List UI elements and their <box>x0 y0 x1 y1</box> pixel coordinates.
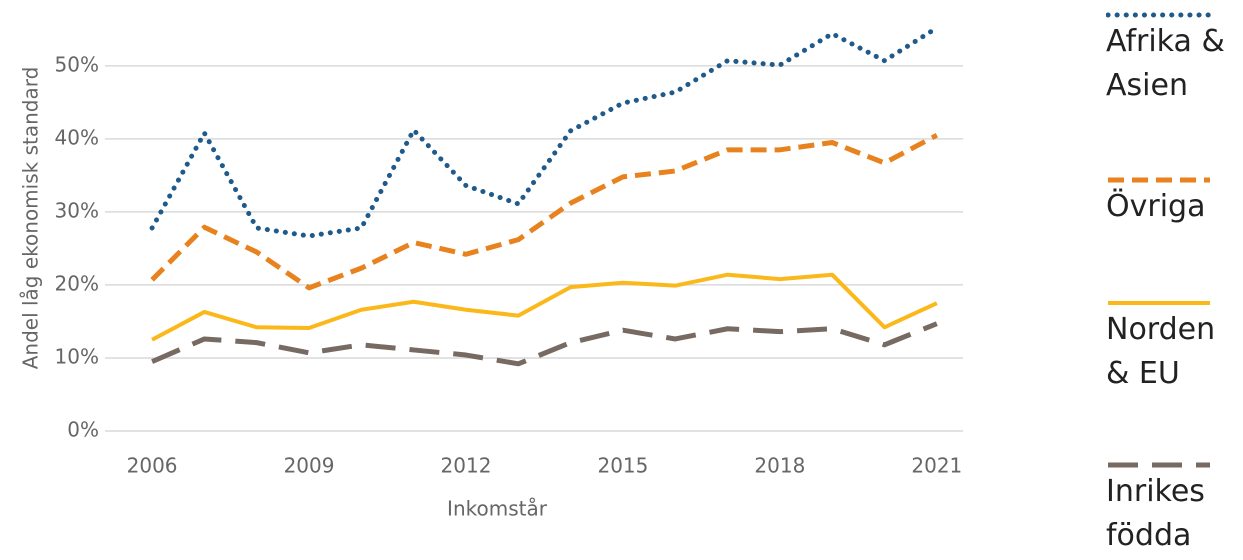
y-tick-label: 50% <box>55 52 99 76</box>
x-tick-label: 2021 <box>911 454 962 478</box>
legend-swatch <box>1108 177 1210 183</box>
y-axis-label: Andel låg ekonomisk standard <box>19 67 43 370</box>
legend-swatch <box>1106 12 1213 18</box>
series-line <box>151 272 938 342</box>
y-tick-label: 10% <box>55 344 99 368</box>
y-tick-label: 0% <box>67 418 99 442</box>
y-tick-label: 40% <box>55 125 99 149</box>
legend-item: Norden & EU <box>1106 298 1241 396</box>
x-axis-label: Inkomstår <box>447 497 548 521</box>
series-line <box>150 132 939 291</box>
legend-label: Inrikes födda <box>1106 474 1205 553</box>
legend-swatch <box>1108 462 1210 468</box>
series-line <box>151 321 938 367</box>
series-line <box>149 25 940 239</box>
y-tick-label: 30% <box>55 198 99 222</box>
x-tick-label: 2006 <box>127 454 178 478</box>
x-tick-label: 2015 <box>597 454 648 478</box>
legend-label: Övriga <box>1106 189 1206 224</box>
y-tick-label: 20% <box>55 271 99 295</box>
legend-label: Afrika & Asien <box>1106 24 1225 103</box>
legend-item: Afrika & Asien <box>1106 10 1241 108</box>
legend-item: Övriga <box>1106 175 1241 229</box>
x-tick-label: 2012 <box>441 454 492 478</box>
legend-label: Norden & EU <box>1106 312 1216 391</box>
x-tick-label: 2018 <box>754 454 805 478</box>
legend-swatch <box>1108 301 1210 305</box>
legend-item: Inrikes födda <box>1106 460 1241 558</box>
x-tick-label: 2009 <box>284 454 335 478</box>
